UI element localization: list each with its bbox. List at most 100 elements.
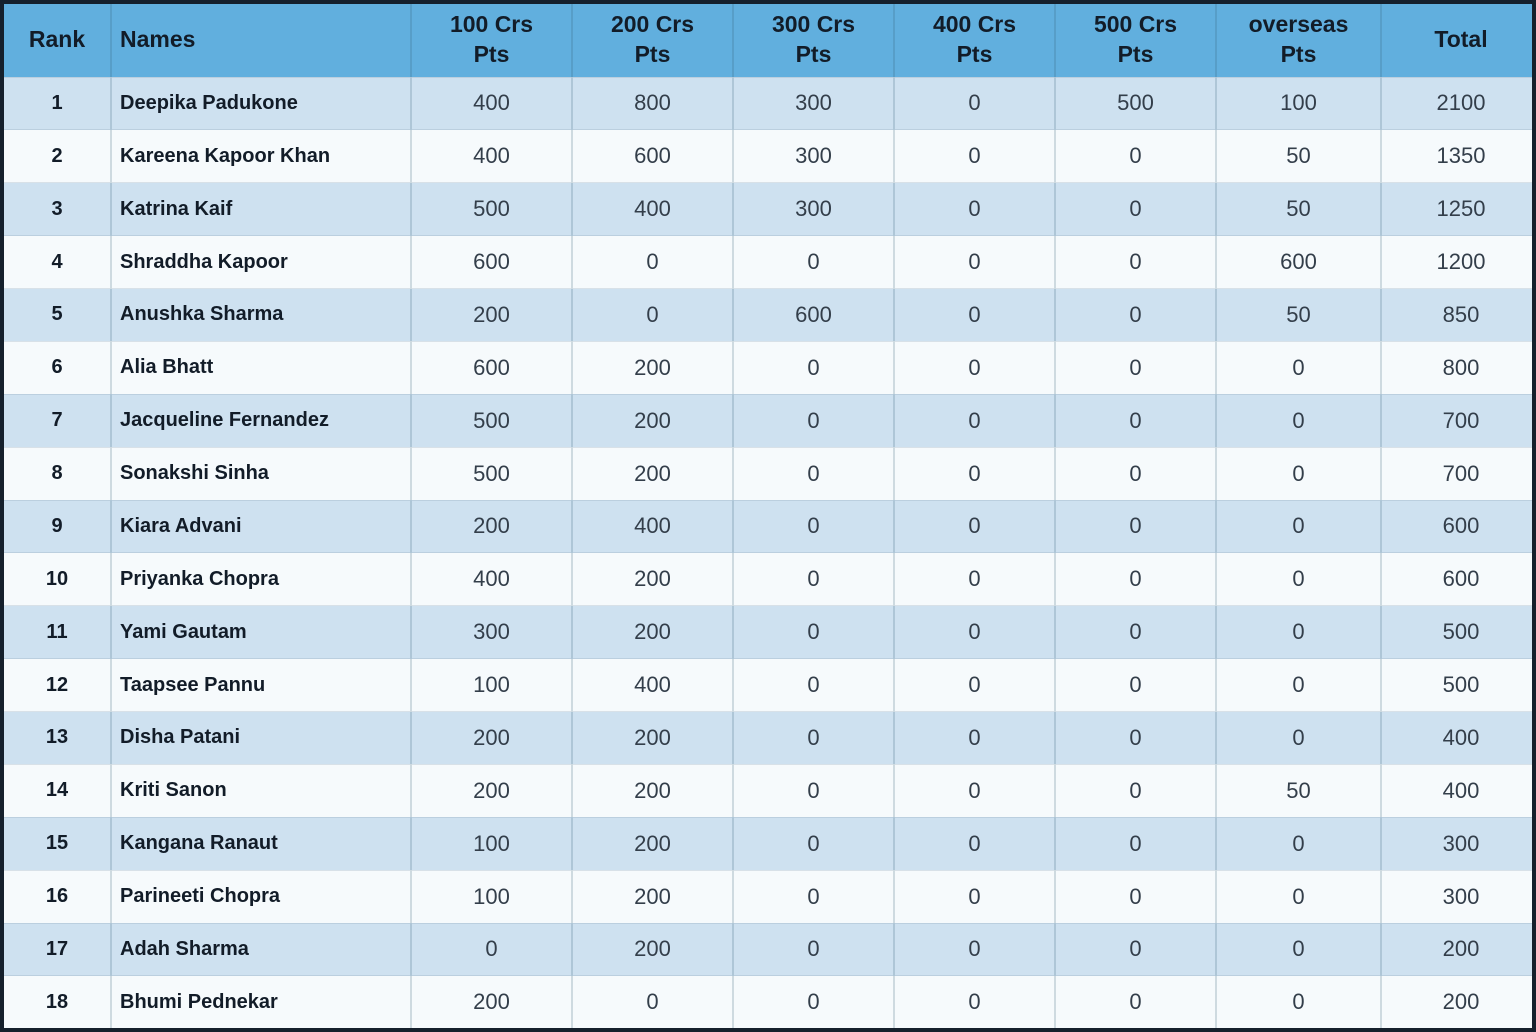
cell-value: 0 [893, 129, 1055, 183]
cell-value: 0 [732, 816, 894, 871]
cell-value: 600 [732, 288, 894, 342]
cell-value: 0 [732, 499, 894, 553]
cell-value: 0 [732, 340, 894, 395]
cell-value: 200 [571, 340, 733, 395]
cell-value: 50 [1215, 288, 1381, 342]
cell-rank: 7 [4, 393, 111, 448]
cell-total: 600 [1380, 499, 1532, 553]
cell-value: 100 [410, 658, 572, 712]
cell-name: Katrina Kaif [110, 182, 411, 236]
cell-rank: 12 [4, 658, 111, 712]
cell-value: 0 [893, 658, 1055, 712]
cell-value: 0 [1054, 711, 1216, 765]
cell-total: 400 [1380, 711, 1532, 765]
column-header-100-crs-pts: 100 Crs Pts [410, 4, 572, 77]
table-row: 17 Adah Sharma 0 200 0 0 0 0 200 [4, 922, 1532, 976]
cell-value: 400 [410, 76, 572, 130]
cell-total: 800 [1380, 340, 1532, 395]
cell-rank: 5 [4, 288, 111, 342]
table-row: 4 Shraddha Kapoor 600 0 0 0 0 600 1200 [4, 235, 1532, 289]
cell-value: 400 [571, 182, 733, 236]
cell-rank: 14 [4, 763, 111, 818]
cell-value: 0 [571, 975, 733, 1028]
cell-value: 200 [410, 288, 572, 342]
table-row: 18 Bhumi Pednekar 200 0 0 0 0 0 200 [4, 975, 1532, 1028]
cell-value: 0 [1054, 552, 1216, 606]
column-header-total: Total [1380, 4, 1532, 77]
cell-value: 400 [410, 129, 572, 183]
cell-value: 300 [732, 182, 894, 236]
cell-value: 0 [1215, 869, 1381, 923]
cell-name: Sonakshi Sinha [110, 446, 411, 500]
cell-value: 100 [410, 869, 572, 923]
cell-name: Yami Gautam [110, 605, 411, 659]
cell-rank: 15 [4, 816, 111, 871]
table-row: 6 Alia Bhatt 600 200 0 0 0 0 800 [4, 340, 1532, 395]
column-header-400-crs-pts: 400 Crs Pts [893, 4, 1055, 77]
cell-name: Kangana Ranaut [110, 816, 411, 871]
header-row: Rank Names 100 Crs Pts 200 Crs Pts 300 Crs P… [4, 4, 1532, 77]
cell-value: 200 [410, 763, 572, 818]
table-row: 5 Anushka Sharma 200 0 600 0 0 50 850 [4, 288, 1532, 342]
cell-value: 0 [893, 552, 1055, 606]
cell-value: 0 [571, 235, 733, 289]
cell-value: 0 [1054, 922, 1216, 976]
cell-rank: 16 [4, 869, 111, 923]
cell-value: 300 [732, 129, 894, 183]
cell-value: 100 [1215, 76, 1381, 130]
column-header-names: Names [110, 4, 411, 77]
cell-total: 2100 [1380, 76, 1532, 130]
cell-value: 500 [410, 182, 572, 236]
cell-value: 50 [1215, 763, 1381, 818]
cell-value: 500 [410, 446, 572, 500]
cell-value: 0 [732, 975, 894, 1028]
cell-value: 0 [732, 869, 894, 923]
cell-name: Kiara Advani [110, 499, 411, 553]
cell-name: Adah Sharma [110, 922, 411, 976]
column-header-300-crs-pts: 300 Crs Pts [732, 4, 894, 77]
table-row: 11 Yami Gautam 300 200 0 0 0 0 500 [4, 605, 1532, 659]
cell-total: 300 [1380, 869, 1532, 923]
cell-value: 0 [1215, 658, 1381, 712]
cell-rank: 13 [4, 711, 111, 765]
cell-value: 0 [732, 605, 894, 659]
cell-value: 100 [410, 816, 572, 871]
cell-value: 0 [1054, 182, 1216, 236]
cell-value: 0 [893, 869, 1055, 923]
table-body: 1 Deepika Padukone 400 800 300 0 500 100 2100 2 Ka… [4, 76, 1532, 1028]
cell-value: 300 [410, 605, 572, 659]
cell-value: 200 [410, 499, 572, 553]
cell-value: 0 [1054, 816, 1216, 871]
cell-value: 600 [571, 129, 733, 183]
cell-value: 0 [893, 340, 1055, 395]
cell-name: Parineeti Chopra [110, 869, 411, 923]
cell-name: Anushka Sharma [110, 288, 411, 342]
cell-value: 0 [732, 393, 894, 448]
cell-value: 200 [571, 922, 733, 976]
cell-value: 0 [1215, 446, 1381, 500]
cell-value: 0 [732, 763, 894, 818]
cell-value: 0 [893, 393, 1055, 448]
cell-value: 0 [893, 816, 1055, 871]
table-row: 3 Katrina Kaif 500 400 300 0 0 50 1250 [4, 182, 1532, 236]
cell-name: Kareena Kapoor Khan [110, 129, 411, 183]
column-header-overseas-pts: overseas Pts [1215, 4, 1381, 77]
cell-value: 200 [571, 763, 733, 818]
cell-value: 0 [732, 552, 894, 606]
cell-value: 0 [893, 288, 1055, 342]
cell-value: 200 [571, 816, 733, 871]
cell-total: 1200 [1380, 235, 1532, 289]
cell-name: Alia Bhatt [110, 340, 411, 395]
cell-value: 400 [410, 552, 572, 606]
cell-name: Taapsee Pannu [110, 658, 411, 712]
cell-total: 700 [1380, 393, 1532, 448]
cell-value: 0 [893, 763, 1055, 818]
cell-value: 0 [410, 922, 572, 976]
cell-value: 400 [571, 658, 733, 712]
table-row: 16 Parineeti Chopra 100 200 0 0 0 0 300 [4, 869, 1532, 923]
cell-value: 0 [1215, 975, 1381, 1028]
cell-total: 1350 [1380, 129, 1532, 183]
column-header-rank: Rank [4, 4, 111, 77]
cell-value: 200 [571, 605, 733, 659]
